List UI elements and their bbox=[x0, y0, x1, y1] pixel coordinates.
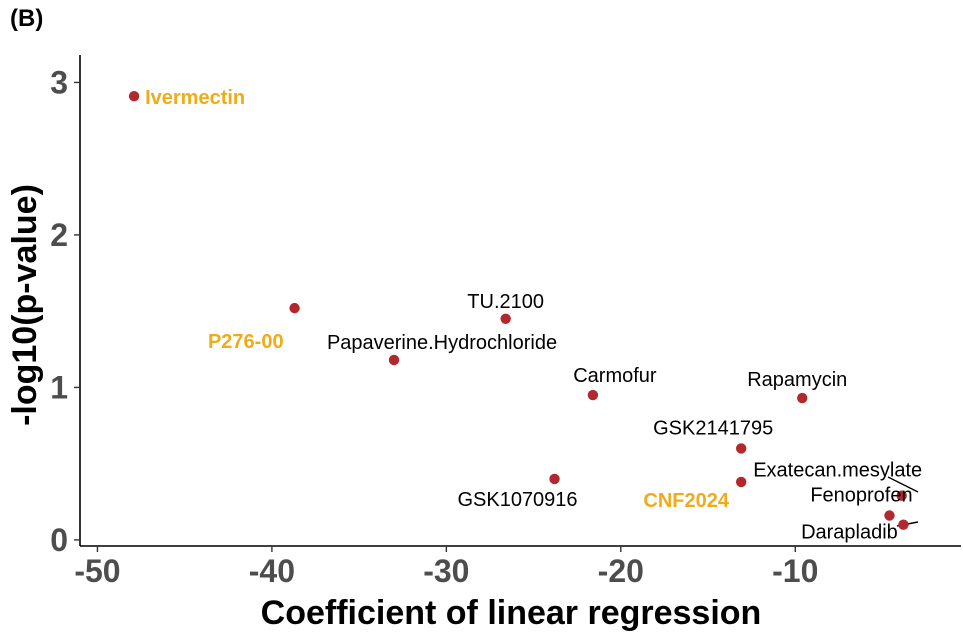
point-label-carmofur: Carmofur bbox=[573, 365, 657, 387]
point-ivermectin bbox=[128, 90, 140, 102]
point-label-exatecan-mesylate: Exatecan.mesylate bbox=[753, 460, 922, 482]
point-p276-00 bbox=[289, 302, 300, 314]
y-tick-label: 1 bbox=[50, 369, 68, 405]
point-label-cnf2024: CNF2024 bbox=[643, 490, 729, 512]
leader-line-exatecan-mesylate bbox=[887, 476, 919, 493]
x-tick-label: -40 bbox=[249, 553, 295, 589]
point-carmofur bbox=[587, 389, 599, 401]
point-label-fenoprofen: Fenoprofen bbox=[810, 485, 912, 507]
point-label-tu-2100: TU.2100 bbox=[467, 291, 544, 313]
axes: -50 -40 -30 -20 -10 0 1 2 3 bbox=[50, 55, 961, 589]
x-tick-label: -30 bbox=[423, 553, 469, 589]
point-label-p276-00: P276-00 bbox=[208, 331, 284, 353]
point-fenoprofen bbox=[884, 510, 895, 521]
x-tick-label: -20 bbox=[598, 553, 644, 589]
x-tick-label: -10 bbox=[772, 553, 818, 589]
point-papaverine-hydrochloride bbox=[388, 354, 400, 366]
point-exatecan-mesylate bbox=[896, 490, 907, 501]
point-label-darapladib: Darapladib bbox=[801, 522, 898, 544]
point-gsk2141795 bbox=[735, 443, 747, 454]
x-axis-title: Coefficient of linear regression bbox=[261, 594, 762, 632]
point-darapladib bbox=[898, 519, 909, 530]
point-label-papaverine-hydrochloride: Papaverine.Hydrochloride bbox=[327, 332, 557, 354]
point-label-rapamycin: Rapamycin bbox=[747, 369, 847, 391]
data-points: Ivermectin P276-00 TU.2100 Papaverine.Hydro… bbox=[128, 87, 922, 544]
point-label-gsk2141795: GSK2141795 bbox=[653, 417, 773, 439]
point-rapamycin bbox=[797, 392, 808, 404]
y-axis-title: -log10(p-value) bbox=[6, 184, 44, 426]
y-tick-label: 2 bbox=[50, 217, 68, 253]
point-tu-2100 bbox=[500, 313, 511, 324]
y-tick-label: 3 bbox=[50, 64, 68, 100]
point-gsk1070916 bbox=[549, 473, 560, 485]
point-cnf2024 bbox=[735, 476, 747, 488]
point-label-ivermectin: Ivermectin bbox=[145, 87, 245, 109]
panel-tag: (B) bbox=[10, 5, 43, 32]
x-tick-label: -50 bbox=[74, 553, 120, 589]
point-label-gsk1070916: GSK1070916 bbox=[457, 489, 577, 511]
y-tick-label: 0 bbox=[50, 522, 68, 558]
